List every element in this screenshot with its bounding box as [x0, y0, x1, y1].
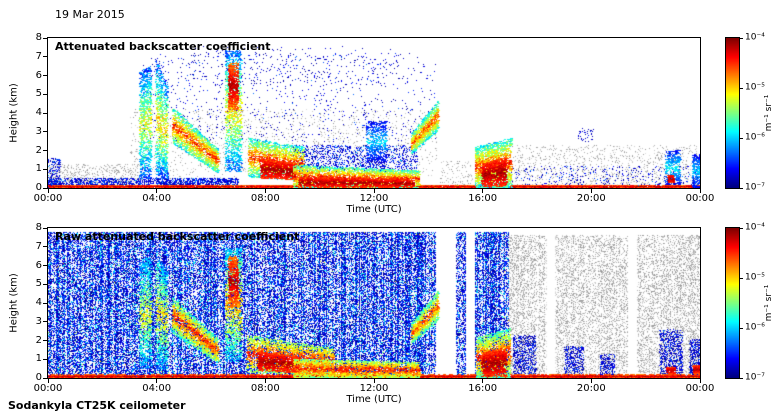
plot-title: Attenuated backscatter coefficient: [55, 40, 271, 53]
x-tick-mark: [373, 379, 375, 383]
y-tick-mark: [43, 227, 47, 229]
y-tick-mark: [43, 265, 47, 266]
x-tick-mark: [264, 379, 266, 383]
x-tick-label: 20:00: [576, 383, 606, 394]
y-tick-label: 4: [35, 107, 42, 118]
y-tick-label: 1: [35, 163, 42, 175]
x-tick-label: 08:00: [250, 193, 280, 204]
x-tick-mark: [699, 379, 701, 383]
y-tick-label: 7: [35, 240, 42, 252]
y-tick-label: 3: [35, 125, 42, 137]
y-tick-label: 1: [35, 353, 42, 365]
x-tick-label: 04:00: [142, 383, 172, 394]
colorbar-tick-mark: [740, 327, 743, 329]
y-tick-mark: [43, 112, 47, 114]
y-tick-mark: [43, 131, 47, 133]
x-axis-label: Time (UTC): [346, 204, 402, 215]
y-tick-label: 4: [35, 297, 42, 308]
colorbar-tick-mark: [740, 137, 743, 139]
colorbar-tick-mark: [740, 277, 743, 279]
colorbar-tick-mark: [740, 37, 743, 39]
x-tick-mark: [156, 189, 158, 193]
colorbar-tick-mark: [740, 87, 743, 89]
plot-canvas: [48, 228, 700, 378]
x-tick-mark: [482, 379, 484, 383]
colorbar-tick-mark: [740, 377, 743, 379]
plot-frame: Attenuated backscatter coefficient: [47, 37, 701, 189]
y-tick-label: 6: [35, 69, 42, 81]
y-tick-label: 8: [35, 32, 42, 43]
colorbar-tick-label: 10⁻⁴: [745, 222, 765, 233]
colorbar-unit-label: m⁻¹ sr⁻¹: [764, 94, 774, 132]
colorbar-canvas: [726, 38, 739, 188]
x-tick-label: 20:00: [576, 193, 606, 204]
y-tick-mark: [43, 187, 47, 189]
x-tick-label: 08:00: [250, 383, 280, 394]
y-tick-mark: [43, 93, 47, 95]
y-tick-mark: [43, 340, 47, 341]
y-tick-label: 0: [35, 182, 42, 193]
y-tick-label: 5: [35, 278, 42, 290]
y-tick-label: 3: [35, 315, 42, 327]
y-tick-label: 5: [35, 88, 42, 100]
x-tick-mark: [156, 379, 158, 383]
y-tick-mark: [43, 246, 47, 248]
plot-frame: Raw attenuated backscatter coefficient: [47, 227, 701, 379]
x-tick-mark: [482, 189, 484, 193]
y-tick-mark: [43, 75, 47, 76]
colorbar-tick-label: 10⁻⁶: [745, 132, 765, 143]
x-tick-label: 12:00: [359, 383, 389, 394]
colorbar-frame: [725, 227, 740, 379]
y-tick-mark: [43, 150, 47, 151]
y-tick-mark: [43, 56, 47, 58]
colorbar-tick-mark: [740, 227, 743, 229]
x-tick-mark: [373, 189, 375, 193]
y-tick-label: 8: [35, 222, 42, 233]
colorbar-tick-label: 10⁻⁷: [745, 182, 765, 193]
x-tick-mark: [590, 189, 592, 193]
x-tick-label: 00:00: [33, 193, 63, 204]
y-tick-mark: [43, 302, 47, 304]
x-tick-mark: [699, 189, 701, 193]
x-axis-label: Time (UTC): [346, 394, 402, 405]
colorbar-canvas: [726, 228, 739, 378]
plot-title: Raw attenuated backscatter coefficient: [55, 230, 300, 243]
y-tick-mark: [43, 321, 47, 323]
x-tick-label: 00:00: [685, 193, 715, 204]
colorbar-unit-label: m⁻¹ sr⁻¹: [764, 284, 774, 322]
instrument-label: Sodankyla CT25K ceilometer: [8, 399, 186, 412]
date-label: 19 Mar 2015: [55, 8, 125, 21]
y-tick-label: 0: [35, 372, 42, 383]
colorbar-tick-label: 10⁻⁶: [745, 322, 765, 333]
y-tick-label: 2: [35, 144, 42, 156]
x-tick-mark: [590, 379, 592, 383]
colorbar-frame: [725, 37, 740, 189]
x-tick-label: 00:00: [685, 383, 715, 394]
y-tick-label: 6: [35, 259, 42, 271]
colorbar-tick-mark: [740, 187, 743, 189]
panel-raw-attenuated-backscatter: Raw attenuated backscatter coefficient H…: [0, 223, 780, 420]
plot-canvas: [48, 38, 700, 188]
x-tick-mark: [264, 189, 266, 193]
x-tick-label: 12:00: [359, 193, 389, 204]
y-tick-mark: [43, 168, 47, 170]
colorbar-tick-label: 10⁻⁵: [745, 272, 765, 283]
colorbar-tick-label: 10⁻⁵: [745, 82, 765, 93]
colorbar-tick-label: 10⁻⁷: [745, 372, 765, 383]
y-tick-mark: [43, 283, 47, 285]
y-tick-label: 2: [35, 334, 42, 346]
y-tick-mark: [43, 37, 47, 39]
colorbar-tick-label: 10⁻⁴: [745, 32, 765, 43]
x-tick-label: 16:00: [468, 193, 498, 204]
y-tick-mark: [43, 377, 47, 379]
x-tick-label: 16:00: [468, 383, 498, 394]
x-tick-label: 04:00: [142, 193, 172, 204]
panel-attenuated-backscatter: Attenuated backscatter coefficient Heigh…: [0, 33, 780, 224]
y-tick-label: 7: [35, 50, 42, 62]
y-tick-mark: [43, 358, 47, 360]
x-tick-label: 00:00: [33, 383, 63, 394]
x-tick-mark: [47, 379, 49, 383]
x-tick-mark: [47, 189, 49, 193]
